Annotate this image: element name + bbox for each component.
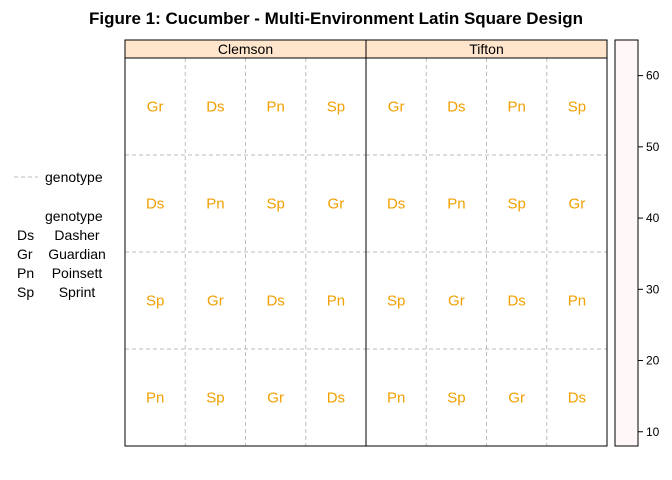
cell-label: Gr: [147, 99, 164, 116]
legend-name: Sprint: [59, 284, 96, 300]
cell-label: Sp: [146, 293, 164, 310]
cell-label: Sp: [327, 99, 345, 116]
cell-label: Ds: [387, 196, 405, 213]
cell-label: Gr: [388, 99, 405, 116]
cell-label: Gr: [207, 293, 224, 310]
cell-label: Pn: [146, 390, 164, 407]
legend-code: Gr: [17, 246, 33, 262]
cell-label: Pn: [568, 293, 586, 310]
cell-label: Gr: [448, 293, 465, 310]
color-key-tick-label: 50: [646, 140, 660, 154]
cell-label: Sp: [447, 390, 465, 407]
panel-tifton: Tifton Gr Ds Pn Sp Ds Pn Sp Gr Sp Gr Ds Pn Pn Sp Gr Ds: [365, 39, 608, 447]
cell-label: Sp: [206, 390, 224, 407]
cell-label: Sp: [507, 196, 525, 213]
cell-label: Sp: [387, 293, 405, 310]
cell-label: Pn: [507, 99, 525, 116]
legend-name: Dasher: [54, 227, 99, 243]
legend: genotype genotype Ds Dasher Gr Guardian Pn Po…: [14, 169, 106, 300]
cell-label: Pn: [266, 99, 284, 116]
legend-code: Pn: [17, 265, 34, 281]
legend-name: Guardian: [48, 246, 106, 262]
chart-title: Figure 1: Cucumber - Multi-Environment L…: [89, 9, 583, 28]
legend-key-title: genotype: [45, 208, 103, 224]
panel-border: [365, 57, 608, 447]
color-key-tick-label: 60: [646, 69, 660, 83]
color-key-bar: [614, 39, 639, 447]
cell-label: Gr: [508, 390, 525, 407]
cell-label: Ds: [146, 196, 164, 213]
cell-label: Gr: [328, 196, 345, 213]
cell-label: Gr: [569, 196, 586, 213]
legend-line-label: genotype: [45, 169, 103, 185]
cell-label: Pn: [387, 390, 405, 407]
cell-label: Pn: [206, 196, 224, 213]
cell-label: Ds: [266, 293, 284, 310]
color-key-tick-label: 20: [646, 354, 660, 368]
cell-label: Ds: [206, 99, 224, 116]
cell-label: Ds: [447, 99, 465, 116]
cell-label: Ds: [327, 390, 345, 407]
cell-label: Gr: [267, 390, 284, 407]
color-key-tick-label: 10: [646, 425, 660, 439]
cell-label: Ds: [568, 390, 586, 407]
legend-code: Ds: [17, 227, 34, 243]
cell-label: Pn: [327, 293, 345, 310]
color-key-tick-label: 40: [646, 211, 660, 225]
legend-code: Sp: [17, 284, 34, 300]
cell-label: Pn: [447, 196, 465, 213]
panel-clemson: Clemson Gr Ds Pn Sp Ds Pn Sp Gr Sp Gr Ds Pn Pn Sp Gr Ds: [124, 39, 367, 447]
cell-label: Ds: [507, 293, 525, 310]
strip-label-clemson: Clemson: [218, 41, 273, 57]
color-key: 10 20 30 40 50 60: [614, 39, 660, 447]
cell-label: Sp: [568, 99, 586, 116]
strip-label-tifton: Tifton: [469, 41, 504, 57]
cell-label: Sp: [266, 196, 284, 213]
color-key-tick-label: 30: [646, 282, 660, 296]
legend-name: Poinsett: [52, 265, 103, 281]
legend-entries: Ds Dasher Gr Guardian Pn Poinsett Sp Sprint: [17, 227, 106, 300]
